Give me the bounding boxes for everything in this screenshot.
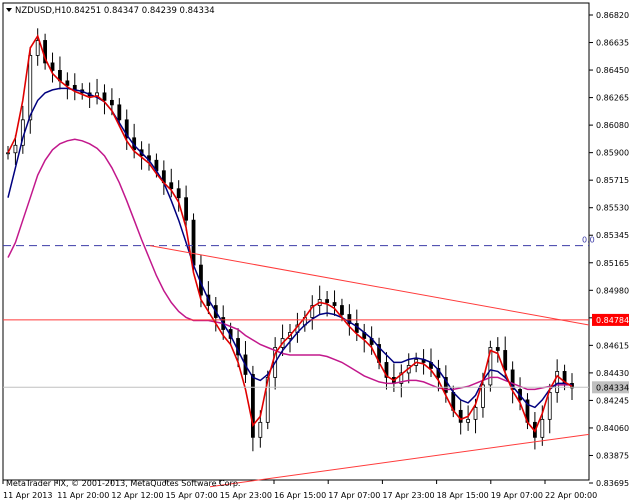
y-tick-label: 0.85900 — [596, 149, 629, 158]
candle-body — [458, 409, 463, 423]
y-tick-label: 0.83875 — [596, 451, 629, 460]
candle-body — [117, 104, 122, 121]
hline-price-label: 0.84784 — [596, 316, 629, 325]
y-tick-label: 0.85530 — [596, 204, 629, 213]
candle-body — [258, 421, 263, 438]
y-tick-label: 0.86080 — [596, 121, 629, 130]
y-tick-label: 0.83695 — [596, 479, 629, 488]
dashed-level-label: 0.0 — [582, 236, 595, 245]
y-tick-label: 0.85715 — [596, 176, 629, 185]
candle-body — [466, 418, 471, 423]
candle-body — [35, 40, 40, 56]
x-tick-label: 19 Apr 07:00 — [491, 491, 543, 500]
candle-body — [443, 377, 448, 393]
y-tick-label: 0.86265 — [596, 94, 629, 103]
candle-body — [191, 219, 196, 266]
y-tick-label: 0.86450 — [596, 66, 629, 75]
candle-body — [340, 305, 344, 315]
candle-body — [540, 418, 545, 438]
lower-trendline — [209, 433, 590, 488]
x-tick-label: 15 Apr 23:00 — [220, 491, 272, 500]
candle-body — [332, 302, 337, 306]
x-tick-label: 15 Apr 07:00 — [166, 491, 218, 500]
candle-body — [473, 406, 478, 420]
symbol-label: NZDUSD,H1 — [15, 6, 66, 16]
x-tick-label: 11 Apr 20:00 — [57, 491, 109, 500]
x-tick-label: 22 Apr 00:00 — [545, 491, 597, 500]
ohlc-readout: 0.84251 0.84347 0.84239 0.84334 — [66, 6, 215, 16]
candle-body — [399, 372, 404, 384]
y-tick-label: 0.85165 — [596, 259, 629, 268]
candle-body — [384, 362, 389, 378]
labels-group: 0.0 0.84784 0.84334 — [582, 236, 629, 394]
y-tick-label: 0.86635 — [596, 39, 629, 48]
candle-body — [65, 80, 70, 86]
y-tick-label: 0.84245 — [596, 396, 629, 405]
y-tick-label: 0.86820 — [596, 11, 629, 20]
dropdown-triangle-icon[interactable] — [6, 8, 12, 12]
y-tick-label: 0.84980 — [596, 286, 629, 295]
candle-body — [6, 152, 10, 155]
y-tick-label: 0.84060 — [596, 424, 629, 433]
x-tick-label: 18 Apr 15:00 — [437, 491, 489, 500]
x-tick-label: 11 Apr 2013 — [3, 491, 52, 500]
indicators-group — [3, 34, 590, 488]
candle-body — [124, 119, 129, 139]
candle-body — [176, 188, 181, 199]
candle-body — [250, 374, 255, 438]
candle-body — [547, 391, 552, 420]
copyright-text: MetaTrader FIX, © 2001-2013, MetaQuotes … — [6, 479, 240, 488]
candle-body — [495, 347, 500, 351]
candle-body — [481, 384, 485, 408]
candle-body — [325, 299, 330, 303]
upper-trendline — [149, 245, 590, 326]
fast-moving-average — [7, 34, 573, 433]
y-tick-label: 0.84615 — [596, 341, 629, 350]
axes: 0.86820 0.86635 0.86450 0.86265 0.86080 0.859… — [2, 11, 629, 500]
candle-body — [503, 350, 508, 371]
candle-body — [488, 347, 493, 386]
candle-body — [310, 305, 315, 318]
current-price-label: 0.84334 — [596, 383, 629, 392]
current-price-tag — [592, 381, 629, 394]
candle-body — [13, 144, 18, 154]
x-tick-label: 16 Apr 15:00 — [274, 491, 326, 500]
x-tick-label: 17 Apr 23:00 — [382, 491, 434, 500]
x-tick-label: 17 Apr 07:00 — [328, 491, 380, 500]
y-tick-label: 0.85345 — [596, 231, 629, 240]
x-tick-label: 12 Apr 12:00 — [111, 491, 163, 500]
candle-body — [109, 99, 114, 106]
candle-body — [28, 55, 33, 121]
y-tick-label: 0.84430 — [596, 369, 629, 378]
candle-body — [169, 182, 174, 190]
plot-area[interactable] — [2, 2, 590, 481]
candle-body — [347, 314, 352, 324]
hline-price-tag — [592, 313, 629, 326]
candle-body — [555, 371, 560, 393]
candle-body — [102, 92, 107, 101]
slow-moving-average — [7, 138, 572, 391]
candle-body — [184, 197, 189, 221]
candle-body — [50, 62, 55, 71]
